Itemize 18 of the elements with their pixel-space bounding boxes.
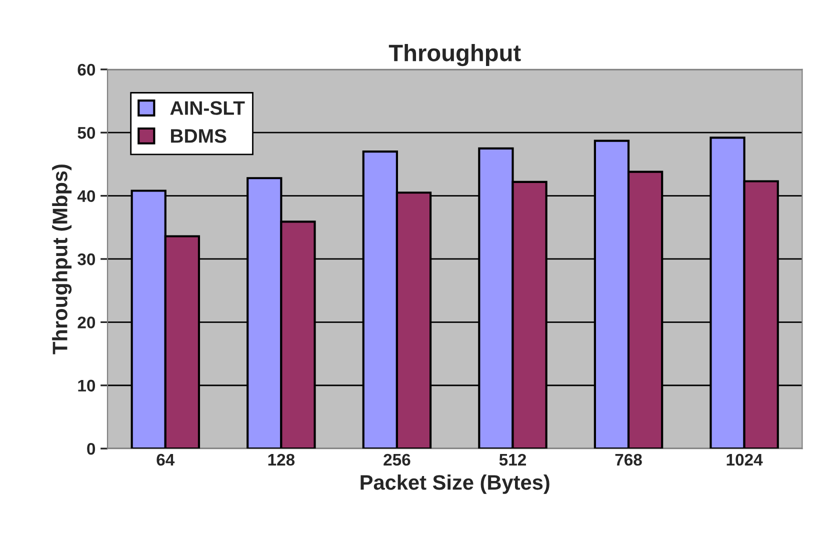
legend-label: AIN-SLT <box>170 101 245 115</box>
x-axis-title: Packet Size (Bytes) <box>360 474 550 494</box>
x-tick-label: 128 <box>268 454 295 466</box>
x-tick-label: 64 <box>156 454 175 466</box>
x-tick-label: 768 <box>615 454 642 466</box>
y-axis-title: Throughput (Mbps) <box>52 164 72 354</box>
y-tick-label: 20 <box>78 316 96 328</box>
y-tick-label: 50 <box>78 127 96 139</box>
legend-label: BDMS <box>171 129 226 143</box>
y-tick-label: 40 <box>77 190 96 202</box>
chart-title: Throughput <box>388 44 521 66</box>
y-tick-label: 10 <box>78 380 96 392</box>
x-tick-label: 1024 <box>726 454 763 466</box>
y-tick-label: 60 <box>78 64 96 76</box>
x-tick-label: 512 <box>499 454 526 466</box>
y-tick-label: 0 <box>87 442 96 455</box>
y-tick-label: 30 <box>78 253 96 266</box>
x-tick-label: 256 <box>384 454 410 466</box>
